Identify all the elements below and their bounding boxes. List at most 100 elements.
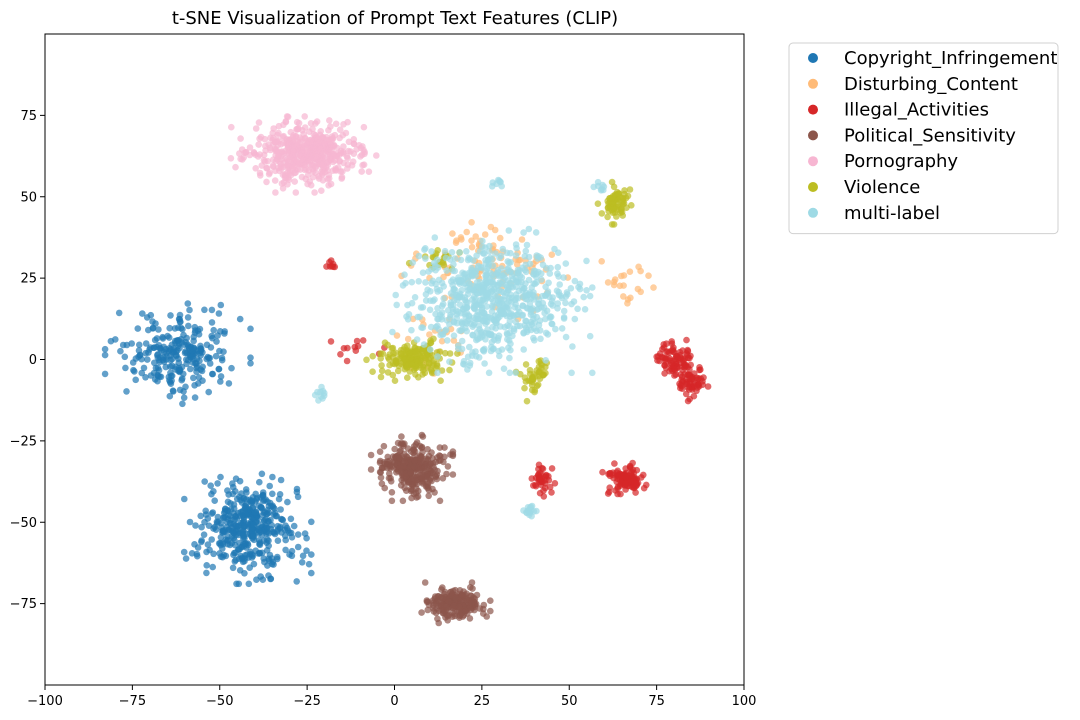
data-point — [294, 531, 302, 538]
series-illegal-activities — [323, 257, 712, 500]
data-point — [433, 475, 441, 483]
data-point — [203, 569, 210, 577]
data-point — [487, 285, 495, 293]
data-point — [610, 281, 618, 289]
data-point — [261, 526, 268, 534]
data-point — [192, 327, 199, 334]
data-point — [693, 387, 700, 395]
data-point — [589, 369, 596, 377]
x-tick-label: −50 — [206, 694, 233, 709]
data-point — [184, 314, 192, 321]
data-point — [304, 180, 311, 188]
data-point — [336, 126, 344, 133]
data-point — [446, 366, 453, 374]
data-point — [119, 341, 127, 349]
data-point — [144, 356, 151, 363]
data-point — [311, 189, 318, 196]
data-point — [380, 442, 388, 450]
data-point — [257, 573, 265, 580]
data-point — [526, 291, 533, 298]
data-point — [450, 337, 458, 344]
data-point — [404, 374, 411, 382]
data-point — [633, 466, 641, 474]
data-point — [439, 475, 447, 482]
data-point — [477, 329, 485, 337]
data-point — [255, 141, 262, 148]
data-point — [201, 306, 208, 314]
data-point — [246, 144, 254, 151]
data-point — [586, 292, 594, 300]
data-point — [472, 295, 479, 303]
data-point — [327, 123, 334, 130]
data-point — [263, 178, 270, 186]
data-point — [432, 458, 440, 466]
data-point — [239, 156, 246, 163]
data-point — [462, 324, 469, 332]
data-point — [443, 326, 450, 334]
data-point — [217, 473, 224, 481]
data-point — [523, 397, 531, 405]
data-point — [404, 342, 411, 350]
data-point — [369, 352, 377, 360]
data-point — [257, 133, 265, 141]
data-point — [617, 207, 625, 214]
data-point — [679, 347, 686, 354]
data-point — [450, 602, 458, 609]
data-point — [381, 460, 389, 468]
data-point — [434, 322, 441, 330]
data-point — [269, 162, 277, 169]
data-point — [378, 362, 385, 369]
legend-label: multi-label — [844, 203, 940, 224]
data-point — [487, 331, 495, 339]
data-point — [220, 348, 227, 356]
legend-marker — [808, 156, 818, 167]
data-point — [416, 313, 424, 321]
data-point — [197, 352, 204, 359]
data-point — [167, 346, 174, 353]
data-point — [389, 328, 396, 336]
data-point — [317, 128, 325, 135]
data-point — [136, 341, 143, 349]
data-point — [697, 375, 705, 383]
data-point — [387, 465, 394, 472]
data-point — [661, 370, 668, 377]
data-point — [210, 488, 217, 495]
data-point — [562, 260, 570, 267]
data-point — [373, 152, 380, 159]
series-violence — [363, 178, 635, 405]
data-point — [275, 152, 282, 159]
data-point — [436, 348, 444, 356]
data-point — [115, 309, 123, 317]
data-point — [200, 531, 208, 538]
data-point — [466, 343, 473, 351]
data-point — [410, 463, 418, 471]
data-point — [204, 541, 212, 548]
data-point — [325, 182, 332, 189]
data-point — [444, 337, 451, 344]
data-point — [683, 336, 690, 344]
data-point — [547, 313, 555, 321]
data-point — [434, 615, 441, 623]
data-point — [530, 267, 538, 275]
data-point — [438, 337, 446, 345]
data-point — [299, 552, 307, 560]
data-point — [480, 610, 487, 617]
data-point — [221, 328, 228, 335]
data-point — [434, 369, 441, 377]
data-point — [571, 277, 579, 285]
data-point — [168, 355, 176, 363]
data-point — [166, 378, 174, 386]
data-point — [411, 457, 418, 465]
data-point — [167, 312, 174, 319]
data-point — [666, 367, 673, 375]
data-point — [277, 476, 285, 484]
data-point — [526, 300, 534, 308]
data-point — [412, 347, 420, 355]
data-point — [506, 354, 513, 362]
data-point — [600, 183, 608, 190]
x-tick-label: 0 — [390, 694, 398, 709]
data-point — [404, 335, 412, 343]
data-point — [342, 129, 350, 137]
data-point — [258, 505, 266, 512]
data-point — [164, 332, 171, 340]
